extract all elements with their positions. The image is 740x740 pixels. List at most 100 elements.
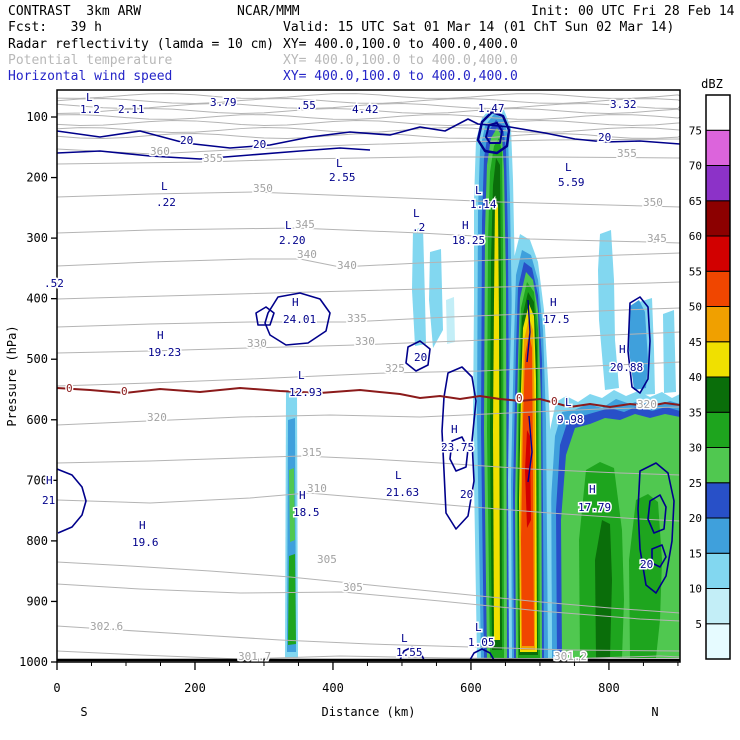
- theta-contour-stratosphere: [57, 103, 680, 109]
- theta-contour-label: 355: [617, 147, 637, 160]
- wind-contour-label: L: [285, 219, 292, 232]
- wind-contour-label: H: [46, 474, 53, 487]
- theta-contour: [57, 625, 680, 652]
- theta-contour: [57, 191, 680, 208]
- theta-contour-label: 330: [247, 337, 267, 350]
- colorbar: 5 10 15 20 25 30 35 40 45 50 55 60 65 70 75 dBZ: [689, 77, 731, 660]
- wind-contour-label: H: [589, 483, 596, 496]
- wind-contour-closed: [647, 494, 667, 534]
- field-row-wind: Horizontal wind speed XY= 400.0,100.0 to…: [0, 69, 740, 85]
- colorbar-cell: [705, 376, 731, 413]
- wind-contour-closed: [405, 340, 431, 372]
- wind-contour-label: H: [139, 519, 146, 532]
- wind-contour-label: .22: [156, 196, 176, 209]
- colorbar-cell: [705, 552, 731, 589]
- theta-contour-label: 350: [253, 182, 273, 195]
- theta-contour: [57, 252, 680, 268]
- wind-contour-label: 1.55: [396, 646, 423, 659]
- theta-contour-label: 345: [647, 232, 667, 245]
- theta-contour-label: 302.6: [90, 620, 123, 633]
- reflectivity-region: [595, 520, 612, 658]
- wind-contour-label: 4.42: [352, 103, 379, 116]
- reflectivity-region: [446, 297, 455, 344]
- wind-contour-label: 18.25: [452, 234, 485, 247]
- theta-contour: [57, 492, 680, 522]
- x-axis-title: Distance (km): [322, 705, 416, 719]
- reflectivity-region: [629, 494, 662, 658]
- theta-contour-stratosphere: [57, 114, 680, 120]
- colorbar-cell: [705, 306, 731, 343]
- wind-contour-label: 2.55: [329, 171, 356, 184]
- wind-contour-label: 21.63: [386, 486, 419, 499]
- wind-contour-label: 1.14: [470, 198, 497, 211]
- wind-contour: [527, 415, 533, 483]
- colorbar-cell: [705, 411, 731, 448]
- wind-contour: [469, 648, 495, 661]
- wind-contour-closed: [476, 110, 511, 155]
- colorbar-cell: [705, 517, 731, 554]
- theta-contour: [57, 583, 680, 622]
- wind-contour-label: H: [157, 329, 164, 342]
- field-range-reflectivity: XY= 400.0,100.0 to 400.0,400.0: [283, 37, 518, 52]
- colorbar-level-label: 30: [689, 442, 702, 455]
- theta-contour: [57, 455, 680, 476]
- theta-contour-label: 355: [203, 152, 223, 165]
- reflectivity-region: [412, 227, 426, 346]
- contour-labels: 360 355 355 350 350 345 345 340 340 335 330 330 325 3…: [41, 90, 669, 665]
- theta-contour-label: 360: [150, 145, 170, 158]
- x-tick-label: 600: [460, 681, 482, 695]
- theta-contour-label: 315: [302, 446, 322, 459]
- wind-contour: [526, 299, 531, 363]
- theta-contour-label: 305: [343, 581, 363, 594]
- wind-contour-label: L: [336, 157, 343, 170]
- theta-contour: [57, 156, 680, 165]
- colorbar-cell: [705, 588, 731, 625]
- wind-contour-label: 19.6: [132, 536, 159, 549]
- wind-contour-label: 3.32: [610, 98, 637, 111]
- wind-contour-label: .2: [412, 221, 425, 234]
- valid-time: Valid: 15 UTC Sat 01 Mar 14 (01 ChT Sun …: [283, 20, 675, 35]
- wind-contour-closed: [441, 366, 477, 530]
- zero-line-label: 0: [551, 395, 558, 408]
- y-tick-label: 200: [26, 171, 48, 185]
- y-tick-label: 300: [26, 231, 48, 245]
- colorbar-level-label: 40: [689, 371, 702, 384]
- colorbar-cell: [705, 623, 731, 660]
- theta-contour: [57, 361, 680, 387]
- colorbar-cell: [705, 129, 731, 166]
- fcst-hour: Fcst: 39 h: [8, 20, 102, 35]
- header-row-1: CONTRAST 3km ARW NCAR/MMM Init: 00 UTC F…: [0, 4, 740, 20]
- theta-contour-label: 301.7: [238, 650, 271, 663]
- theta-contour-label: 345: [295, 218, 315, 231]
- wind-contour-label: 21: [42, 494, 55, 507]
- wind-contour-label: 3.79: [210, 96, 237, 109]
- wind-contour-label: H: [550, 296, 557, 309]
- wind-contour-label: L: [161, 180, 168, 193]
- reflectivity-region: [288, 554, 296, 645]
- wind-contour-label: 20.88: [610, 361, 643, 374]
- wind-contour-label: L: [413, 207, 420, 220]
- colorbar-level-label: 25: [689, 477, 702, 490]
- wind-contour: [57, 468, 87, 534]
- wind-contour: [57, 147, 371, 160]
- wind-contour-label: L: [298, 369, 305, 382]
- wind-contour-label: 17.5: [543, 313, 570, 326]
- wind-contour-label: 17.79: [578, 501, 611, 514]
- y-axis-title: Pressure (hPa): [5, 325, 19, 426]
- wind-contour-label: 19.23: [148, 346, 181, 359]
- colorbar-level-label: 5: [695, 618, 702, 631]
- wind-contour-label: H: [299, 489, 306, 502]
- theta-contour-label: 305: [317, 553, 337, 566]
- field-label-reflectivity: Radar reflectivity (lamda = 10 cm): [8, 37, 275, 52]
- colorbar-cell: [705, 341, 731, 378]
- theta-contour-stratosphere: [57, 98, 680, 104]
- wind-contour-label: 20: [598, 131, 611, 144]
- colorbar-level-label: 55: [689, 265, 702, 278]
- theta-contour: [57, 138, 680, 155]
- wind-contour-label: 18.5: [293, 506, 320, 519]
- colorbar-level-label: 15: [689, 547, 702, 560]
- colorbar-cell: [705, 235, 731, 272]
- wind-contour-closed: [637, 462, 675, 594]
- colorbar-level-label: 75: [689, 124, 702, 137]
